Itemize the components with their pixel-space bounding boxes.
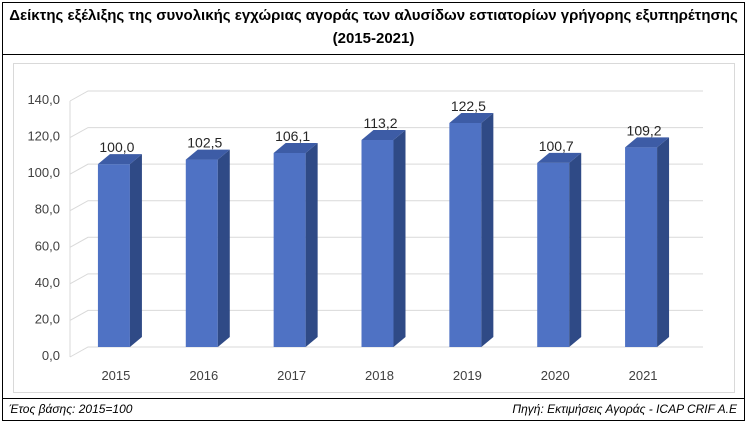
gridline xyxy=(69,200,703,212)
bar-side xyxy=(657,137,670,347)
gridline xyxy=(69,273,703,285)
bar xyxy=(537,162,570,347)
data-label: 100,0 xyxy=(99,139,134,155)
bar xyxy=(361,140,394,347)
title-box: Δείκτης εξέλιξης της συνολικής εγχώριας … xyxy=(3,3,744,55)
base-year-note: Έτος βάσης: 2015=100 xyxy=(9,402,133,416)
gridline xyxy=(69,90,703,102)
y-tick-label: 20,0 xyxy=(35,311,60,326)
y-tick-label: 40,0 xyxy=(35,275,60,290)
y-tick-label: 120,0 xyxy=(27,129,60,144)
bar-top xyxy=(537,152,582,163)
bar-side xyxy=(305,142,318,347)
bar-chart: 0,0 20,0 40,0 60,0 80,0 100,0 120,0 140,0 100,0 2… xyxy=(27,90,703,383)
bar-top xyxy=(97,154,142,165)
bar-side xyxy=(481,113,494,347)
gridline xyxy=(69,127,703,139)
x-tick-label: 2019 xyxy=(453,368,482,383)
gridline xyxy=(69,236,703,248)
bar xyxy=(625,147,658,347)
chart-frame: Δείκτης εξέλιξης της συνολικής εγχώριας … xyxy=(2,2,745,421)
x-tick-label: 2018 xyxy=(365,368,394,383)
data-label: 122,5 xyxy=(451,98,486,114)
gridline xyxy=(69,309,703,321)
bar xyxy=(185,159,218,347)
data-label: 100,7 xyxy=(539,138,574,154)
bar-top xyxy=(273,142,318,153)
x-tick-label: 2015 xyxy=(101,368,130,383)
bar-top xyxy=(185,149,230,160)
data-label: 106,1 xyxy=(275,128,310,144)
bar-top xyxy=(625,137,670,148)
y-tick-label: 140,0 xyxy=(27,92,60,107)
x-tick-label: 2017 xyxy=(277,368,306,383)
bar-side xyxy=(129,154,142,347)
source-note: Πηγή: Εκτιμήσεις Αγοράς - ICAP CRIF A.E xyxy=(512,402,737,416)
footer-divider xyxy=(3,398,744,399)
gridline xyxy=(69,346,703,358)
x-tick-label: 2021 xyxy=(629,368,658,383)
y-tick-label: 0,0 xyxy=(42,348,60,363)
bar xyxy=(449,123,482,347)
chart-subtitle: (2015-2021) xyxy=(332,30,415,47)
data-label: 102,5 xyxy=(187,135,222,151)
bar-top xyxy=(449,113,494,123)
x-tick-label: 2016 xyxy=(189,368,218,383)
y-tick-label: 80,0 xyxy=(35,202,60,217)
y-tick-label: 60,0 xyxy=(35,238,60,253)
chart-title: Δείκτης εξέλιξης της συνολικής εγχώριας … xyxy=(9,7,738,24)
bar xyxy=(97,164,130,347)
gridline xyxy=(69,163,703,175)
y-tick-label: 100,0 xyxy=(27,165,60,180)
bar-top xyxy=(361,130,406,141)
bar-side xyxy=(569,152,582,347)
x-tick-label: 2020 xyxy=(541,368,570,383)
bar-side xyxy=(393,130,406,347)
bar-side xyxy=(217,149,230,347)
bar xyxy=(273,152,306,347)
data-label: 113,2 xyxy=(364,115,398,131)
data-label: 109,2 xyxy=(627,122,662,138)
plot-area-border xyxy=(13,63,735,393)
